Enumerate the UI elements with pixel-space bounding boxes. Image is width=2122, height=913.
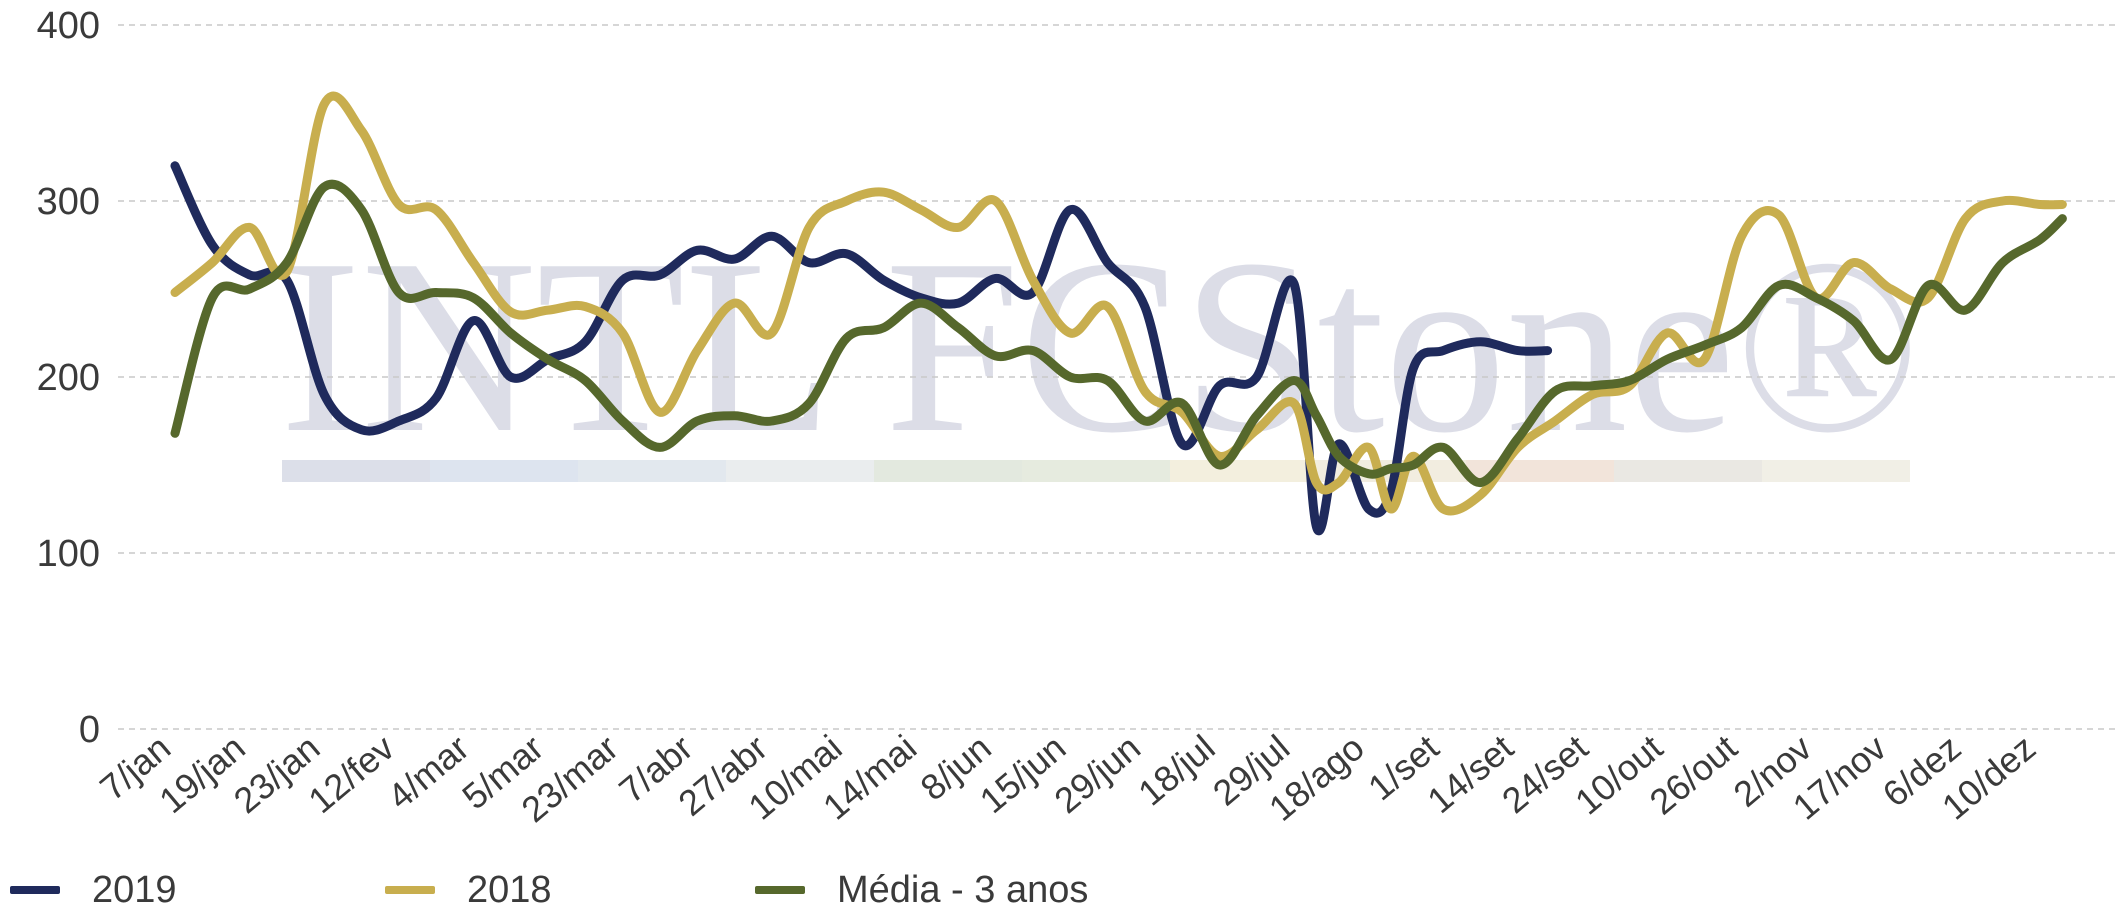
y-gridlines: [118, 24, 2118, 730]
series-line-2019: [170, 161, 1553, 536]
y-tick-label: 0: [79, 709, 100, 751]
y-tick-label: 100: [37, 533, 100, 575]
legend-swatch-2018: [385, 886, 435, 894]
x-tick-label: 29/jun: [1046, 727, 1147, 821]
x-tick-label: 18/jul: [1130, 727, 1222, 814]
x-tick-label: 19/jan: [151, 727, 252, 821]
x-tick-label: 10/out: [1567, 727, 1670, 823]
legend-label-2019: 2019: [92, 869, 177, 911]
legend-swatch-2019: [10, 886, 60, 894]
series-lines: [170, 91, 2067, 536]
watermark-color-bar: [282, 460, 1910, 482]
y-tick-label: 300: [37, 181, 100, 223]
y-axis-tick-labels: 0 100 200 300 400: [37, 5, 100, 751]
legend-item-media-3-anos: Média - 3 anos: [755, 868, 1088, 912]
legend-swatch-media-3-anos: [755, 886, 805, 894]
x-axis-tick-labels: 7/jan19/jan23/jan12/fev4/mar5/mar23/mar7…: [92, 727, 2043, 830]
x-tick-label: 26/out: [1642, 727, 1745, 823]
x-tick-label: 15/jun: [972, 727, 1073, 821]
y-tick-label: 400: [37, 5, 100, 47]
legend-label-2018: 2018: [467, 869, 552, 911]
legend: 2019 2018 Média - 3 anos: [10, 868, 1210, 912]
x-tick-label: 23/jan: [226, 727, 327, 821]
y-tick-label: 200: [37, 357, 100, 399]
x-tick-label: 4/mar: [380, 727, 477, 818]
legend-label-media-3-anos: Média - 3 anos: [837, 869, 1089, 911]
legend-item-2018: 2018: [385, 868, 552, 912]
series-line-media-3-anos: [170, 179, 2067, 488]
legend-item-2019: 2019: [10, 868, 177, 912]
series-line-2018: [170, 91, 2067, 516]
x-tick-label: 12/fev: [300, 727, 401, 821]
x-tick-label: 14/set: [1419, 727, 1520, 821]
